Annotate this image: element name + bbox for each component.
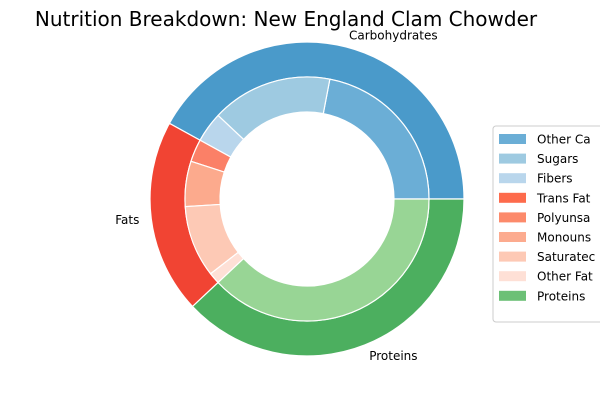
legend-label-fibers: Fibers xyxy=(537,172,573,186)
inner-slice-other-fats xyxy=(217,198,430,322)
legend[interactable]: Other Ca Sugars Fibers Trans Fat Polyunsa Mon… xyxy=(492,125,600,323)
outer-label-carbohydrates: Carbohydrates xyxy=(349,28,438,42)
legend-swatch-monouns xyxy=(499,232,526,242)
legend-label-other-fat: Other Fat xyxy=(537,270,593,284)
legend-swatch-fibers xyxy=(499,173,526,184)
legend-label-polyunsa: Polyunsa xyxy=(537,211,590,225)
legend-swatch-trans-fat xyxy=(499,192,526,203)
legend-label-saturatec: Saturatec xyxy=(537,250,595,264)
outer-label-fats: Fats xyxy=(115,213,139,227)
legend-swatch-saturatec xyxy=(499,251,526,262)
legend-items: Other Ca Sugars Fibers Trans Fat Polyunsa Mon… xyxy=(499,133,595,303)
outer-label-proteins: Proteins xyxy=(369,349,417,363)
legend-label-sugars: Sugars xyxy=(537,152,578,166)
legend-swatch-polyunsa xyxy=(499,212,526,223)
legend-swatch-sugars xyxy=(499,153,526,164)
legend-swatch-other-fat xyxy=(499,271,526,282)
inner-ring xyxy=(184,76,430,322)
legend-label-proteins: Proteins xyxy=(537,289,585,303)
outer-labels: Carbohydrates Fats Proteins xyxy=(115,28,437,363)
legend-label-monouns: Monouns xyxy=(537,231,591,245)
legend-swatch-proteins xyxy=(499,290,526,301)
legend-label-trans-fat: Trans Fat xyxy=(536,191,591,205)
legend-swatch-other-ca xyxy=(499,134,526,144)
chart-title: Nutrition Breakdown: New England Clam Ch… xyxy=(35,7,538,31)
legend-label-other-ca: Other Ca xyxy=(537,133,591,147)
